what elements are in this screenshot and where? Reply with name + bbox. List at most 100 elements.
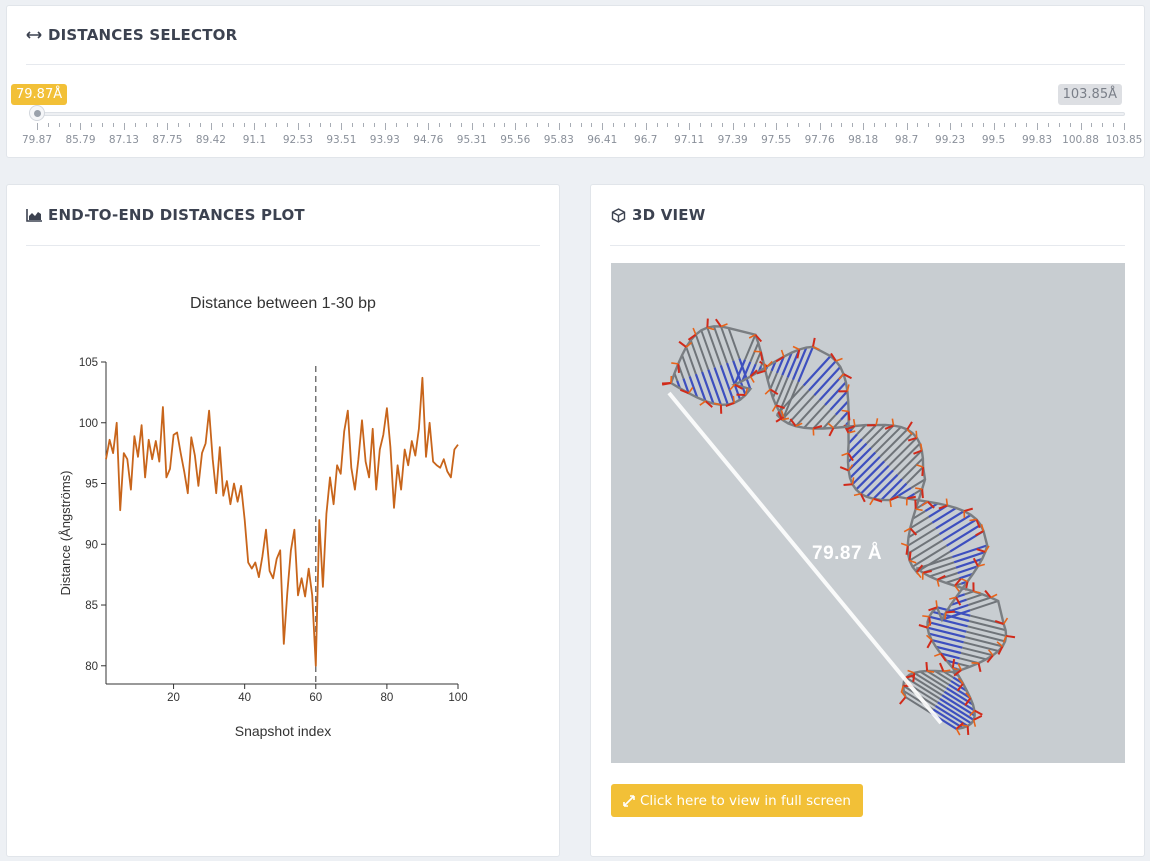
y-tick-label: 90 (85, 539, 98, 551)
slider-minor-tick (319, 123, 321, 127)
slider-minor-tick (678, 123, 680, 127)
distances-plot-card: END-TO-END DISTANCES PLOT Distance betwe… (6, 184, 560, 857)
slider-minor-tick (406, 123, 408, 127)
slider-minor-tick (721, 123, 723, 127)
slider-tick (515, 123, 517, 130)
slider-tick-label: 98.7 (894, 134, 919, 146)
slider-tick (37, 123, 38, 130)
x-axis-label: Snapshot index (235, 723, 332, 739)
slider-minor-tick (841, 123, 843, 127)
slider-tick (341, 123, 343, 130)
slider-tick-label: 94.76 (413, 134, 444, 146)
y-tick-label: 95 (85, 479, 98, 491)
x-tick-label: 80 (380, 692, 393, 704)
slider-minor-tick (178, 123, 180, 127)
slider-tick (167, 123, 169, 130)
slider-minor-tick (634, 123, 636, 127)
slider-minor-tick (1058, 123, 1060, 127)
slider-tick (80, 123, 82, 130)
slider-minor-tick (265, 123, 267, 127)
slider-minor-tick (656, 123, 658, 127)
slider-tick-label: 100.88 (1062, 134, 1099, 146)
slider-current-value: 79.87Å (11, 84, 68, 105)
fullscreen-button[interactable]: Click here to view in full screen (611, 784, 863, 817)
slider-handle[interactable] (29, 105, 45, 121)
slider-minor-tick (1069, 123, 1071, 127)
slider-minor-tick (710, 123, 712, 127)
slider-tick (776, 123, 778, 130)
slider-minor-tick (58, 123, 60, 127)
cube-icon (610, 207, 626, 223)
slider-tick-label: 85.79 (65, 134, 96, 146)
slider-minor-tick (830, 123, 832, 127)
slider-minor-tick (1102, 123, 1104, 127)
slider-ticks: 79.87 85.79 87.13 87.75 89.42 91.1 92.53 93.51 9… (7, 118, 1146, 158)
slider-tick (1124, 123, 1125, 130)
slider-minor-tick (547, 123, 549, 127)
slider-tick (123, 123, 125, 130)
slider-tick (645, 123, 647, 130)
slider-minor-tick (308, 123, 310, 127)
slider-minor-tick (613, 123, 615, 127)
slider-tick-label: 97.76 (804, 134, 835, 146)
slider-minor-tick (971, 123, 973, 127)
slider-tick-label: 95.83 (543, 134, 574, 146)
slider-minor-tick (1004, 123, 1006, 127)
3d-view-card: 3D VIEW 79.87 Å Click here to view in fu… (590, 184, 1145, 857)
molecule-3d-viewer[interactable]: 79.87 Å (611, 263, 1125, 763)
slider-track[interactable] (37, 112, 1125, 116)
slider-tick (558, 123, 560, 130)
arrows-horizontal-icon (26, 27, 42, 43)
y-tick-label: 100 (79, 418, 98, 430)
slider-max-value: 103.85Å (1057, 84, 1122, 105)
slider-minor-tick (102, 123, 104, 127)
slider-minor-tick (537, 123, 539, 127)
view-header: 3D VIEW (610, 185, 1125, 246)
slider-minor-tick (591, 123, 593, 127)
slider-minor-tick (852, 123, 854, 127)
distance-series-line (105, 376, 459, 667)
view-title: 3D VIEW (632, 206, 706, 224)
selector-title: DISTANCES SELECTOR (48, 26, 238, 44)
slider-tick (906, 123, 908, 130)
slider-minor-tick (917, 123, 919, 127)
slider-minor-tick (156, 123, 158, 127)
slider-minor-tick (395, 123, 397, 127)
slider-minor-tick (460, 123, 462, 127)
slider-minor-tick (287, 123, 288, 127)
slider-tick-label: 99.23 (935, 134, 966, 146)
x-tick-label: 40 (238, 692, 251, 704)
slider-minor-tick (743, 123, 745, 127)
slider-minor-tick (450, 123, 452, 127)
slider-minor-tick (276, 123, 278, 127)
slider-minor-tick (895, 123, 897, 127)
slider-minor-tick (960, 123, 962, 127)
slider-minor-tick (873, 123, 875, 127)
slider-minor-tick (145, 123, 147, 127)
slider-minor-tick (939, 123, 941, 127)
slider-minor-tick (363, 123, 365, 127)
chart-title: Distance between 1-30 bp (190, 295, 376, 312)
slider-tick (1080, 123, 1082, 130)
slider-tick (254, 123, 256, 130)
dna-molecule-render (661, 318, 1016, 736)
slider-tick (863, 123, 865, 130)
y-axis-label: Distance (Ångströms) (58, 471, 73, 596)
slider-tick-label: 103.85 (1105, 134, 1143, 146)
backbone-strand-b (669, 325, 1008, 698)
slider-minor-tick (352, 123, 354, 127)
slider-minor-tick (232, 123, 234, 127)
slider-tick-label: 96.41 (587, 134, 618, 146)
distance-line-chart[interactable]: Distance between 1-30 bp Snapshot index … (7, 245, 559, 805)
slider-minor-tick (330, 123, 332, 127)
slider-minor-tick (982, 123, 984, 127)
slider-tick (602, 123, 604, 130)
y-tick-label: 85 (85, 600, 98, 612)
slider-tick-label: 79.87 (21, 134, 53, 146)
slider-tick-label: 95.56 (500, 134, 531, 146)
slider-minor-tick (928, 123, 930, 127)
slider-minor-tick (1015, 123, 1017, 127)
slider-tick (689, 123, 691, 130)
slider-tick-label: 87.75 (152, 134, 183, 146)
slider-minor-tick (482, 123, 484, 127)
